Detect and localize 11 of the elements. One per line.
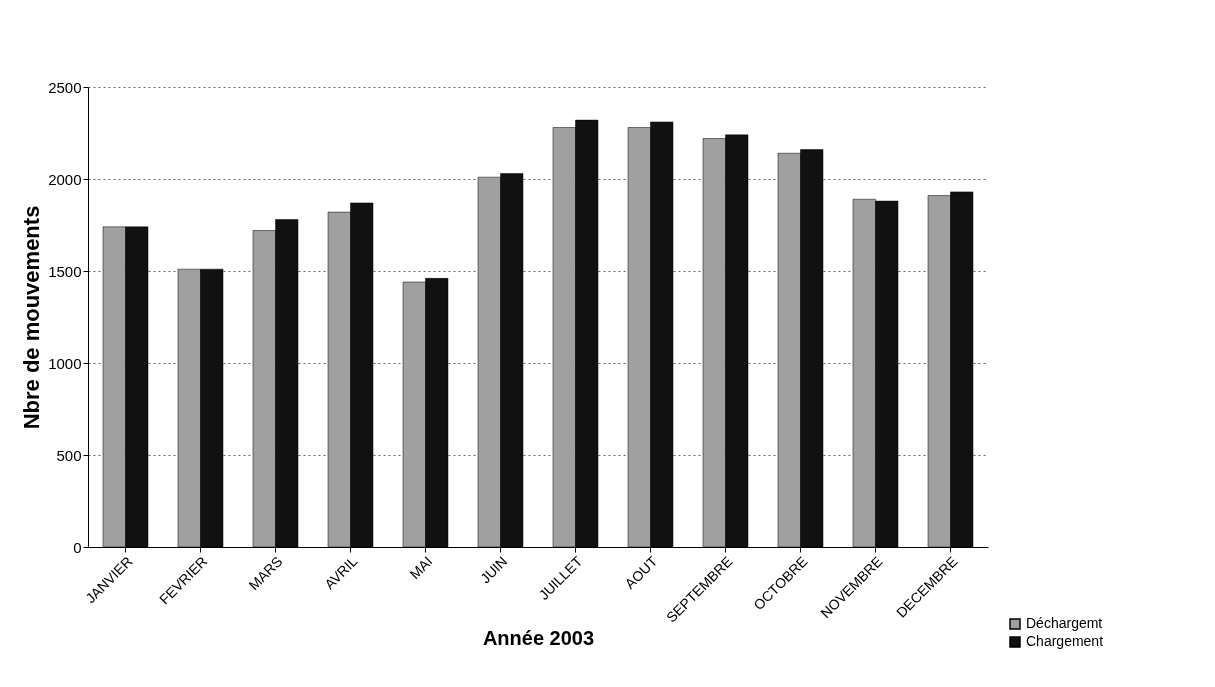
y-tick-label: 1000 [48, 354, 82, 372]
y-tick-label: 1500 [48, 262, 82, 280]
y-tick-label: 0 [73, 538, 82, 556]
y-tick-label: 2500 [48, 78, 82, 96]
x-axis-title: Année 2003 [482, 627, 595, 650]
y-tick-label: 500 [56, 446, 82, 464]
x-tick-label: MAI [406, 553, 436, 582]
legend-label: Déchargemt [1026, 615, 1103, 631]
y-axis-title: Nbre de mouvements [19, 205, 45, 430]
y-tick-label: 2000 [48, 170, 82, 188]
legend-label: Chargement [1026, 633, 1104, 649]
